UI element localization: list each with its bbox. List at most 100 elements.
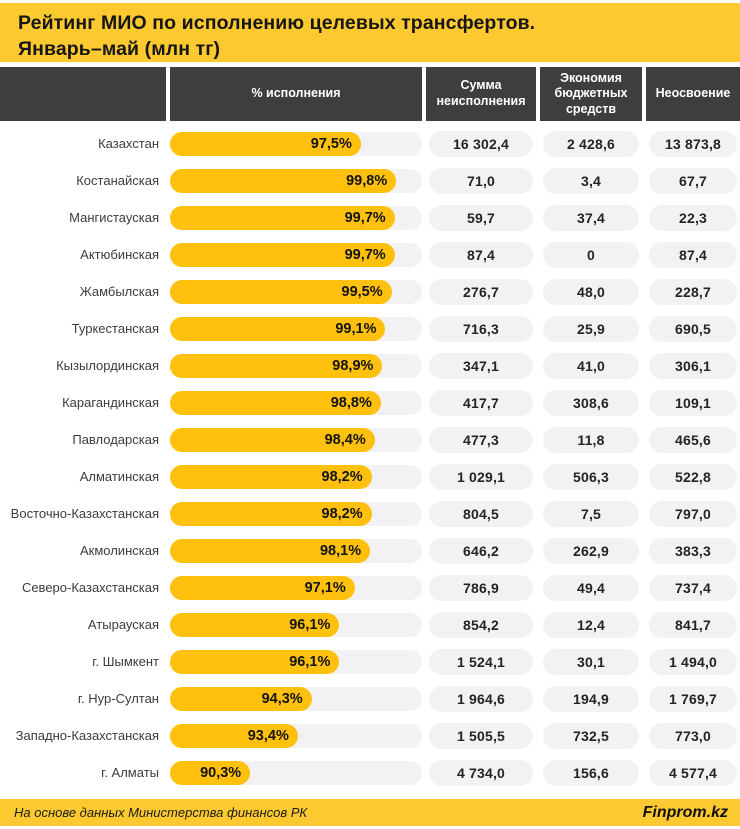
sum-cell: 646,2 xyxy=(426,537,536,564)
sum-value-pill: 854,2 xyxy=(429,611,533,638)
unused-value-pill: 841,7 xyxy=(649,611,737,638)
economy-cell: 30,1 xyxy=(540,648,642,675)
unused-cell: 109,1 xyxy=(646,389,740,416)
unused-cell: 841,7 xyxy=(646,611,740,638)
unused-cell: 13 873,8 xyxy=(646,130,740,157)
execution-bar: 98,2% xyxy=(170,464,372,489)
sum-value-pill: 1 964,6 xyxy=(429,685,533,712)
execution-bar-cell: 94,3% xyxy=(170,686,422,711)
unused-value-pill: 22,3 xyxy=(649,204,737,231)
unused-cell: 773,0 xyxy=(646,722,740,749)
region-label: Западно-Казахстанская xyxy=(15,728,159,743)
unused-cell: 22,3 xyxy=(646,204,740,231)
unused-value-pill: 13 873,8 xyxy=(649,130,737,157)
region-label: Алматинская xyxy=(79,469,159,484)
execution-bar: 98,2% xyxy=(170,501,372,526)
sum-cell: 1 505,5 xyxy=(426,722,536,749)
execution-bar: 99,7% xyxy=(170,242,395,267)
execution-bar: 98,1% xyxy=(170,538,371,563)
sum-cell: 786,9 xyxy=(426,574,536,601)
economy-cell: 732,5 xyxy=(540,722,642,749)
execution-bar-cell: 99,7% xyxy=(170,205,422,230)
economy-value-pill: 7,5 xyxy=(543,500,639,527)
execution-bar-cell: 97,1% xyxy=(170,575,422,600)
execution-percent-label: 99,5% xyxy=(341,283,383,300)
unused-value-pill: 67,7 xyxy=(649,167,737,194)
sum-value-pill: 1 029,1 xyxy=(429,463,533,490)
economy-cell: 25,9 xyxy=(540,315,642,342)
economy-value-pill: 49,4 xyxy=(543,574,639,601)
unused-value-pill: 109,1 xyxy=(649,389,737,416)
unused-value-pill: 87,4 xyxy=(649,241,737,268)
economy-cell: 11,8 xyxy=(540,426,642,453)
economy-cell: 262,9 xyxy=(540,537,642,564)
unused-value-pill: 306,1 xyxy=(649,352,737,379)
table-row: Актюбинская 99,7% 87,4 0 87,4 xyxy=(0,236,740,273)
unused-cell: 87,4 xyxy=(646,241,740,268)
region-label: г. Шымкент xyxy=(92,654,159,669)
sum-cell: 1 964,6 xyxy=(426,685,536,712)
sum-value-pill: 477,3 xyxy=(429,426,533,453)
execution-bar-cell: 98,8% xyxy=(170,390,422,415)
table-row: Костанайская 99,8% 71,0 3,4 67,7 xyxy=(0,162,740,199)
sum-cell: 477,3 xyxy=(426,426,536,453)
sum-value-pill: 347,1 xyxy=(429,352,533,379)
table-row: г. Алматы 90,3% 4 734,0 156,6 4 577,4 xyxy=(0,754,740,791)
region-label: Костанайская xyxy=(76,173,159,188)
region-label: Атырауская xyxy=(87,617,159,632)
unused-cell: 4 577,4 xyxy=(646,759,740,786)
execution-percent-label: 98,8% xyxy=(330,394,372,411)
economy-value-pill: 156,6 xyxy=(543,759,639,786)
table-row: г. Нур-Султан 94,3% 1 964,6 194,9 1 769,… xyxy=(0,680,740,717)
sum-cell: 87,4 xyxy=(426,241,536,268)
execution-percent-label: 98,2% xyxy=(321,468,363,485)
sum-cell: 417,7 xyxy=(426,389,536,416)
economy-value-pill: 48,0 xyxy=(543,278,639,305)
execution-bar: 97,5% xyxy=(170,131,361,156)
column-header-percent: % исполнения xyxy=(170,67,422,121)
economy-cell: 37,4 xyxy=(540,204,642,231)
unused-value-pill: 4 577,4 xyxy=(649,759,737,786)
execution-bar: 98,9% xyxy=(170,353,383,378)
sum-cell: 59,7 xyxy=(426,204,536,231)
execution-bar-cell: 96,1% xyxy=(170,649,422,674)
execution-bar-cell: 99,1% xyxy=(170,316,422,341)
economy-value-pill: 194,9 xyxy=(543,685,639,712)
economy-cell: 7,5 xyxy=(540,500,642,527)
unused-value-pill: 522,8 xyxy=(649,463,737,490)
column-header-region xyxy=(0,67,166,121)
economy-value-pill: 262,9 xyxy=(543,537,639,564)
sum-cell: 1 524,1 xyxy=(426,648,536,675)
table-row: Западно-Казахстанская 93,4% 1 505,5 732,… xyxy=(0,717,740,754)
execution-bar: 98,8% xyxy=(170,390,381,415)
table-row: Кызылординская 98,9% 347,1 41,0 306,1 xyxy=(0,347,740,384)
region-label: Кызылординская xyxy=(56,358,159,373)
region-label: Казахстан xyxy=(98,136,159,151)
execution-bar: 96,1% xyxy=(170,612,340,637)
execution-percent-label: 99,7% xyxy=(344,209,386,226)
execution-bar-cell: 98,2% xyxy=(170,501,422,526)
page-title-line2: Январь–май (млн тг) xyxy=(18,38,221,60)
economy-cell: 3,4 xyxy=(540,167,642,194)
table-row: г. Шымкент 96,1% 1 524,1 30,1 1 494,0 xyxy=(0,643,740,680)
column-header-economy: Экономия бюджетных средств xyxy=(540,67,642,121)
region-label: Жамбылская xyxy=(79,284,159,299)
execution-bar: 99,1% xyxy=(170,316,386,341)
sum-value-pill: 1 505,5 xyxy=(429,722,533,749)
sum-value-pill: 16 302,4 xyxy=(429,130,533,157)
sum-value-pill: 4 734,0 xyxy=(429,759,533,786)
title-banner: Рейтинг МИО по исполнению целевых трансф… xyxy=(0,3,740,62)
unused-value-pill: 797,0 xyxy=(649,500,737,527)
unused-value-pill: 465,6 xyxy=(649,426,737,453)
unused-cell: 522,8 xyxy=(646,463,740,490)
execution-percent-label: 99,8% xyxy=(346,172,388,189)
sum-value-pill: 71,0 xyxy=(429,167,533,194)
execution-bar-cell: 98,2% xyxy=(170,464,422,489)
table-row: Карагандинская 98,8% 417,7 308,6 109,1 xyxy=(0,384,740,421)
execution-bar-cell: 98,9% xyxy=(170,353,422,378)
sum-value-pill: 646,2 xyxy=(429,537,533,564)
sum-cell: 276,7 xyxy=(426,278,536,305)
table-row: Жамбылская 99,5% 276,7 48,0 228,7 xyxy=(0,273,740,310)
region-label: Северо-Казахстанская xyxy=(21,580,159,595)
economy-value-pill: 37,4 xyxy=(543,204,639,231)
